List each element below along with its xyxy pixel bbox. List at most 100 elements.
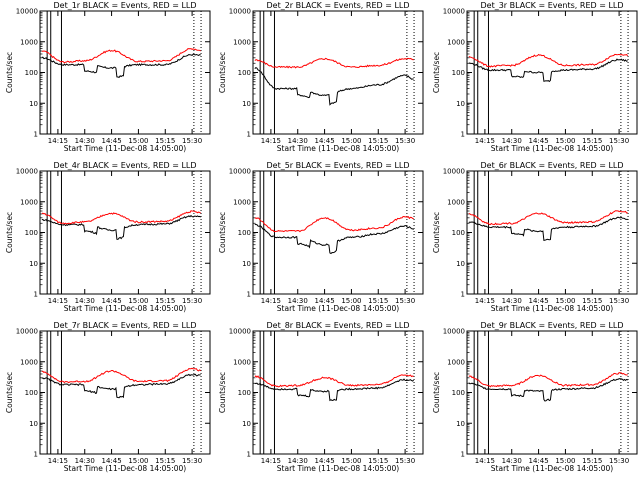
y-tick-label: 1000 <box>20 38 38 46</box>
y-tick-label: 1 <box>34 131 38 139</box>
panel-title: Det_9r BLACK = Events, RED = LLD <box>480 321 623 330</box>
y-tick-label: 10 <box>242 260 251 268</box>
x-tick-label: 15:00 <box>128 297 148 305</box>
x-tick-label: 15:30 <box>182 297 202 305</box>
y-tick-label: 1 <box>247 291 251 299</box>
x-tick-label: 14:30 <box>288 457 308 465</box>
panel-8: Det_8r BLACK = Events, RED = LLD 1 10 100 10… <box>218 321 424 473</box>
y-tick-label: 10 <box>242 100 251 108</box>
x-tick-label: 15:00 <box>555 297 575 305</box>
x-tick-label: 14:45 <box>528 457 548 465</box>
lld-series-line <box>468 210 628 226</box>
y-axis-label: Counts/sec <box>5 212 14 253</box>
plot-frame <box>39 170 211 295</box>
y-tick-label: 10 <box>29 100 38 108</box>
y-tick-label: 1 <box>461 291 465 299</box>
x-axis-label: Start Time (11-Dec-08 14:05:00) <box>277 144 399 153</box>
y-tick-label: 10000 <box>443 8 465 16</box>
y-tick-label: 1 <box>461 451 465 459</box>
y-tick-label: 10 <box>456 260 465 268</box>
x-tick-label: 15:15 <box>368 457 388 465</box>
x-tick-label: 14:30 <box>288 137 308 145</box>
panel-title: Det_3r BLACK = Events, RED = LLD <box>480 1 623 10</box>
panel-title: Det_7r BLACK = Events, RED = LLD <box>53 321 196 330</box>
x-tick-label: 15:15 <box>155 297 175 305</box>
y-tick-label: 1 <box>461 131 465 139</box>
y-tick-label: 10000 <box>229 168 251 176</box>
lld-series-line <box>41 367 201 384</box>
x-tick-label: 14:45 <box>314 137 334 145</box>
lld-series-line <box>468 372 628 388</box>
x-tick-label: 14:15 <box>261 137 281 145</box>
lld-series-line <box>41 210 201 225</box>
plot-frame <box>252 10 424 135</box>
x-tick-label: 15:30 <box>609 457 629 465</box>
x-tick-label: 14:45 <box>101 457 121 465</box>
y-tick-label: 1000 <box>233 198 251 206</box>
x-tick-label: 14:45 <box>101 137 121 145</box>
y-axis-label: Counts/sec <box>218 52 227 93</box>
panel-9: Det_9r BLACK = Events, RED = LLD 1 10 100 10… <box>432 321 638 473</box>
x-axis-label: Start Time (11-Dec-08 14:05:00) <box>491 464 613 473</box>
x-tick-label: 15:15 <box>155 457 175 465</box>
y-axis-label: Counts/sec <box>432 52 441 93</box>
y-axis-label: Counts/sec <box>5 52 14 93</box>
y-tick-label: 100 <box>238 69 251 77</box>
plot-frame <box>252 170 424 295</box>
x-tick-label: 15:15 <box>368 137 388 145</box>
x-tick-label: 15:15 <box>368 297 388 305</box>
x-tick-label: 14:30 <box>75 297 95 305</box>
x-tick-label: 14:45 <box>314 457 334 465</box>
y-tick-label: 1000 <box>447 38 465 46</box>
x-tick-label: 14:15 <box>261 457 281 465</box>
y-tick-label: 100 <box>238 229 251 237</box>
y-tick-label: 10000 <box>16 328 38 336</box>
x-tick-label: 14:15 <box>48 297 68 305</box>
y-tick-label: 10000 <box>16 168 38 176</box>
x-tick-label: 15:00 <box>341 297 361 305</box>
x-tick-label: 14:45 <box>528 137 548 145</box>
x-tick-label: 15:00 <box>555 457 575 465</box>
x-axis-label: Start Time (11-Dec-08 14:05:00) <box>491 144 613 153</box>
x-tick-label: 14:15 <box>261 297 281 305</box>
x-axis-label: Start Time (11-Dec-08 14:05:00) <box>64 304 186 313</box>
x-tick-label: 14:30 <box>75 457 95 465</box>
panel-6: Det_6r BLACK = Events, RED = LLD 1 10 100 10… <box>432 161 638 313</box>
x-tick-label: 15:30 <box>609 297 629 305</box>
x-tick-label: 14:30 <box>502 457 522 465</box>
events-series-line <box>468 216 628 242</box>
plot-frame <box>466 330 638 455</box>
x-tick-label: 14:45 <box>101 297 121 305</box>
x-tick-label: 14:15 <box>48 457 68 465</box>
events-series-line <box>468 378 628 402</box>
y-tick-label: 10000 <box>229 8 251 16</box>
x-tick-label: 15:00 <box>128 457 148 465</box>
panel-title: Det_6r BLACK = Events, RED = LLD <box>480 161 623 170</box>
lld-series-line <box>468 53 629 68</box>
panel-title: Det_5r BLACK = Events, RED = LLD <box>266 161 409 170</box>
y-tick-label: 100 <box>25 69 38 77</box>
y-tick-label: 10 <box>242 420 251 428</box>
x-tick-label: 15:00 <box>128 137 148 145</box>
x-tick-label: 15:00 <box>341 457 361 465</box>
y-tick-label: 1000 <box>447 198 465 206</box>
y-tick-label: 10000 <box>443 168 465 176</box>
x-tick-label: 14:15 <box>48 137 68 145</box>
y-tick-label: 100 <box>238 389 251 397</box>
y-tick-label: 100 <box>452 69 465 77</box>
y-tick-label: 100 <box>452 229 465 237</box>
x-tick-label: 14:45 <box>314 297 334 305</box>
x-axis-label: Start Time (11-Dec-08 14:05:00) <box>491 304 613 313</box>
x-axis-label: Start Time (11-Dec-08 14:05:00) <box>64 464 186 473</box>
events-series-line <box>41 373 201 399</box>
events-series-line <box>41 53 201 79</box>
panel-4: Det_4r BLACK = Events, RED = LLD 1 10 100 10… <box>5 161 211 313</box>
plot-frame <box>39 330 211 455</box>
y-axis-label: Counts/sec <box>432 212 441 253</box>
x-tick-label: 15:30 <box>395 457 415 465</box>
x-tick-label: 15:00 <box>555 137 575 145</box>
x-tick-label: 15:15 <box>582 457 602 465</box>
x-axis-label: Start Time (11-Dec-08 14:05:00) <box>277 304 399 313</box>
x-tick-label: 15:30 <box>609 137 629 145</box>
